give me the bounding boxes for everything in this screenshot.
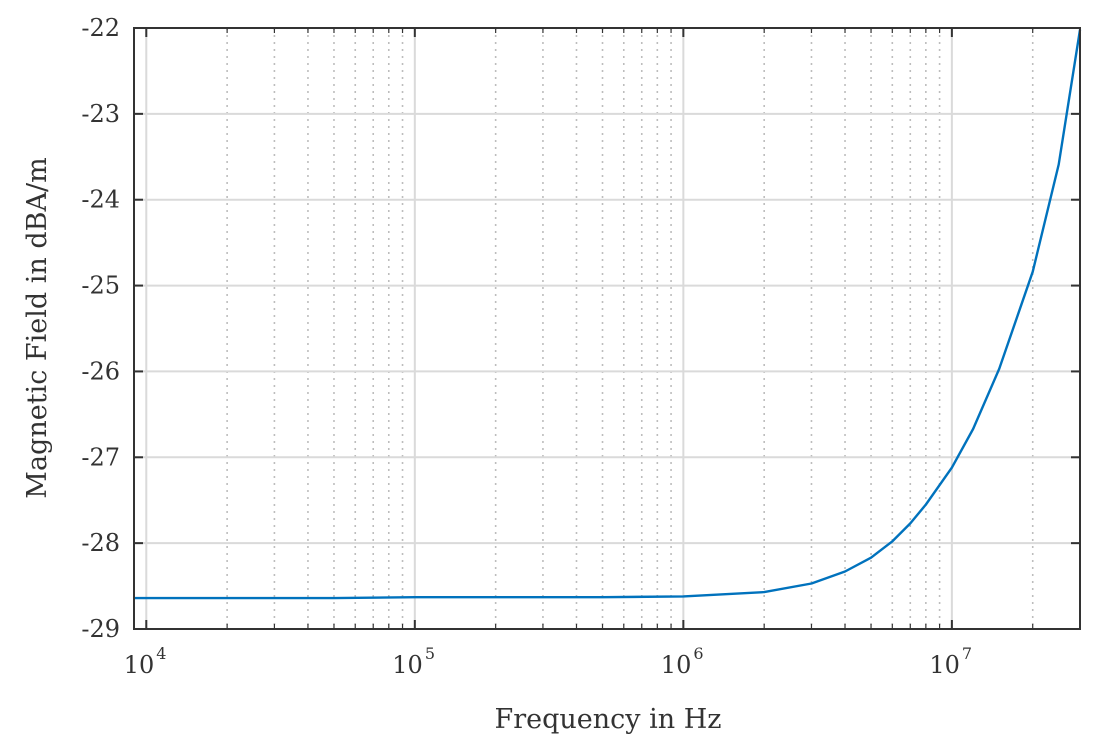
x-tick-labels: 10 4 10 5 10 6 10 7: [124, 644, 972, 679]
plot-frame: [133, 27, 1081, 630]
y-tick-label: -28: [81, 529, 120, 557]
x-tick-label: 10: [661, 651, 692, 679]
y-tick-label: -22: [81, 14, 120, 42]
x-tick-label: 10: [124, 651, 155, 679]
y-tick-label: -24: [81, 186, 120, 214]
x-tick-label: 10: [392, 651, 423, 679]
x-axis-label: Frequency in Hz: [495, 704, 722, 735]
series-layer: [134, 29, 1082, 600]
y-axis-label: Magnetic Field in dBA/m: [22, 157, 53, 498]
x-tick-label-exponent: 4: [156, 644, 166, 663]
minor-grid: [226, 28, 1034, 629]
y-tick-labels: -22 -23 -24 -25 -26 -27 -28 -29: [81, 14, 120, 643]
axis-ticks: [134, 27, 1080, 630]
x-tick-label-exponent: 6: [693, 644, 703, 663]
x-tick-label-exponent: 5: [425, 644, 435, 663]
series-line: [134, 29, 1082, 600]
y-tick-label: -25: [81, 272, 120, 300]
major-grid: [134, 28, 1080, 629]
y-tick-label: -23: [81, 100, 120, 128]
x-tick-label: 10: [929, 651, 960, 679]
y-tick-label: -26: [81, 357, 120, 385]
x-tick-label-exponent: 7: [962, 644, 972, 663]
y-tick-label: -29: [81, 615, 120, 643]
y-tick-label: -27: [81, 443, 120, 471]
